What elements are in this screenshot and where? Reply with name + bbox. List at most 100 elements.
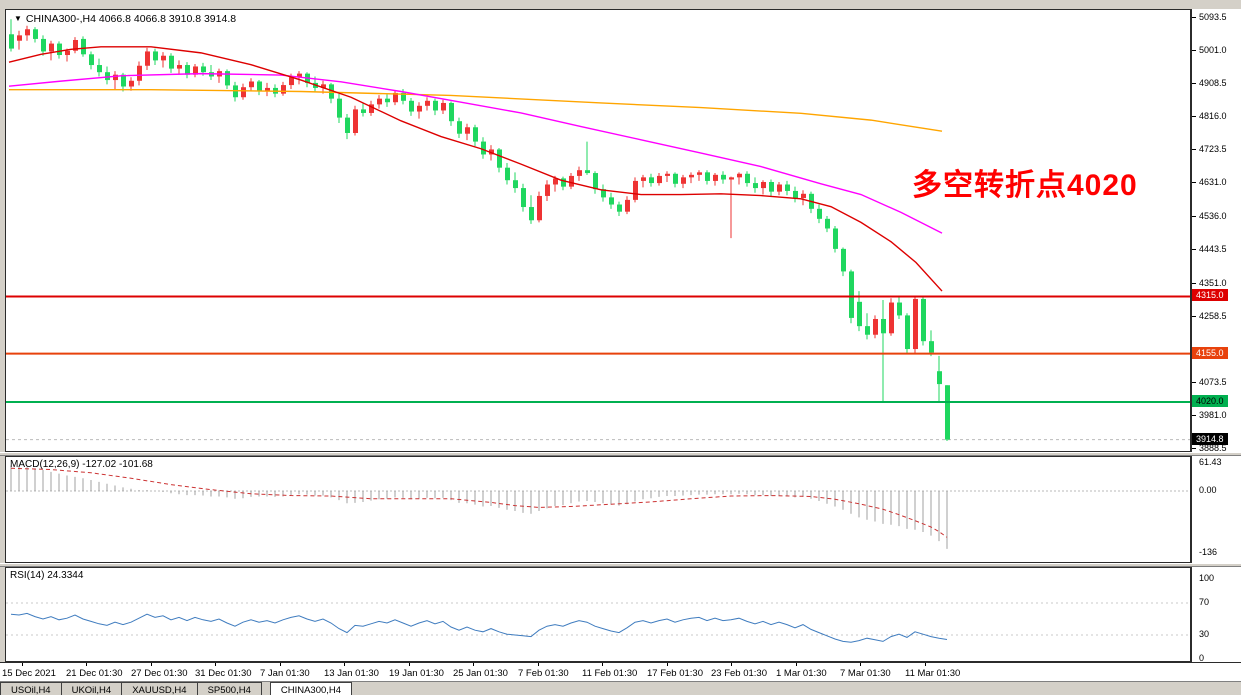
price-axis-label: 4908.5	[1199, 78, 1227, 89]
symbol-ohlc-text: CHINA300-,H4 4066.8 4066.8 3910.8 3914.8	[25, 13, 237, 25]
candle	[177, 65, 182, 69]
chart-tab-sp500-h4[interactable]: SP500,H4	[196, 682, 262, 695]
candle	[633, 180, 638, 200]
time-tick	[667, 663, 668, 666]
indicator-axis-label: 0	[1199, 653, 1205, 663]
candle	[665, 173, 670, 176]
candle	[497, 149, 502, 168]
price-axis-label: 4258.5	[1199, 310, 1227, 321]
candle	[105, 72, 110, 81]
rsi-pane[interactable]: RSI(14) 24.3344	[5, 567, 1191, 662]
candle	[137, 65, 142, 81]
candle	[873, 318, 878, 335]
time-axis-label: 17 Feb 01:30	[647, 668, 703, 679]
candle	[89, 54, 94, 66]
price-tick	[1192, 149, 1196, 151]
time-axis-label: 7 Jan 01:30	[260, 668, 310, 679]
price-tick	[1192, 249, 1196, 251]
price-axis-label: 4073.5	[1199, 376, 1227, 387]
candle	[449, 102, 454, 122]
candle	[481, 141, 486, 155]
candle	[121, 74, 126, 87]
candle	[769, 181, 774, 192]
time-tick	[473, 663, 474, 666]
price-level-badge: 4155.0	[1192, 346, 1228, 359]
time-axis[interactable]: 15 Dec 2021 21 Dec 01:30 27 Dec 01:30 31 De…	[0, 662, 1241, 681]
price-tick	[1192, 50, 1196, 52]
candle	[897, 302, 902, 316]
price-axis-label: 4631.0	[1199, 177, 1227, 188]
candle	[369, 104, 374, 113]
price-axis[interactable]: 5093.5 5001.0 4908.5 4816.0 4723.5 4631.0 4536…	[1191, 9, 1241, 663]
chart-tab-bar[interactable]: USOil,H4 UKOil,H4 XAUUSD,H4 SP500,H4 CHINA30…	[0, 681, 1241, 695]
candle	[745, 173, 750, 184]
candle	[113, 74, 118, 81]
candle	[529, 207, 534, 221]
time-tick	[22, 663, 23, 666]
candle	[465, 127, 470, 134]
candle	[577, 170, 582, 176]
candle	[609, 197, 614, 205]
candle	[937, 371, 942, 385]
candle	[737, 173, 742, 178]
indicator-axis-label: 30	[1199, 629, 1210, 639]
price-tick	[1192, 282, 1196, 284]
time-axis-label: 15 Dec 2021	[2, 668, 56, 679]
candle	[793, 190, 798, 199]
macd-canvas	[6, 465, 1190, 549]
price-tick	[1192, 315, 1196, 317]
macd-label: MACD(12,26,9) -127.02 -101.68	[10, 459, 153, 470]
pane-splitter-2[interactable]	[0, 563, 1241, 567]
price-level-badge: 3914.8	[1192, 432, 1228, 445]
candle	[865, 326, 870, 335]
macd-pane[interactable]: MACD(12,26,9) -127.02 -101.68	[5, 456, 1191, 563]
ma_mid-line	[8, 72, 943, 234]
price-tick	[1192, 116, 1196, 118]
time-axis-label: 27 Dec 01:30	[131, 668, 188, 679]
ma_fast-line	[8, 46, 943, 292]
candle	[705, 172, 710, 181]
candle	[585, 170, 590, 174]
candle	[417, 105, 422, 112]
pane-splitter-1[interactable]	[0, 452, 1241, 456]
chart-tab-china300-h4[interactable]: CHINA300,H4	[269, 682, 353, 695]
time-axis-label: 7 Feb 01:30	[518, 668, 569, 679]
candle	[33, 29, 38, 39]
time-axis-label: 23 Feb 01:30	[711, 668, 767, 679]
time-tick	[925, 663, 926, 666]
candle	[817, 208, 822, 219]
candle	[841, 248, 846, 272]
rsi-canvas	[6, 602, 1190, 643]
candle	[521, 188, 526, 208]
chart-annotation-text[interactable]: 多空转折点4020	[912, 169, 1138, 202]
candle	[41, 38, 46, 52]
ma_slow-line	[9, 89, 943, 132]
time-tick	[86, 663, 87, 666]
candle	[641, 177, 646, 181]
time-axis-label: 19 Jan 01:30	[389, 668, 444, 679]
price-tick	[1192, 448, 1196, 449]
main-chart-pane[interactable]: ▼ CHINA300-,H4 4066.8 4066.8 3910.8 3914.…	[5, 9, 1191, 452]
candle	[785, 184, 790, 191]
candle	[753, 183, 758, 189]
indicator-axis-label: -136	[1199, 546, 1218, 557]
time-axis-label: 7 Mar 01:30	[840, 668, 891, 679]
candle	[921, 298, 926, 342]
price-axis-label: 5001.0	[1199, 45, 1227, 56]
chart-tab-xauusd-h4[interactable]: XAUUSD,H4	[121, 682, 197, 695]
time-tick	[344, 663, 345, 666]
chart-tab-ukoil-h4[interactable]: UKOil,H4	[60, 682, 122, 695]
time-tick	[731, 663, 732, 666]
chart-title: ▼ CHINA300-,H4 4066.8 4066.8 3910.8 3914.…	[14, 13, 236, 25]
candle	[281, 85, 286, 94]
candle	[881, 318, 886, 334]
candle	[513, 180, 518, 189]
candle	[833, 228, 838, 249]
collapse-triangle-icon[interactable]: ▼	[14, 14, 22, 23]
candle	[409, 100, 414, 112]
candle	[905, 315, 910, 350]
candle	[777, 184, 782, 192]
candle	[25, 29, 30, 36]
chart-tab-usoil-h4[interactable]: USOil,H4	[0, 682, 61, 695]
candle	[697, 172, 702, 175]
